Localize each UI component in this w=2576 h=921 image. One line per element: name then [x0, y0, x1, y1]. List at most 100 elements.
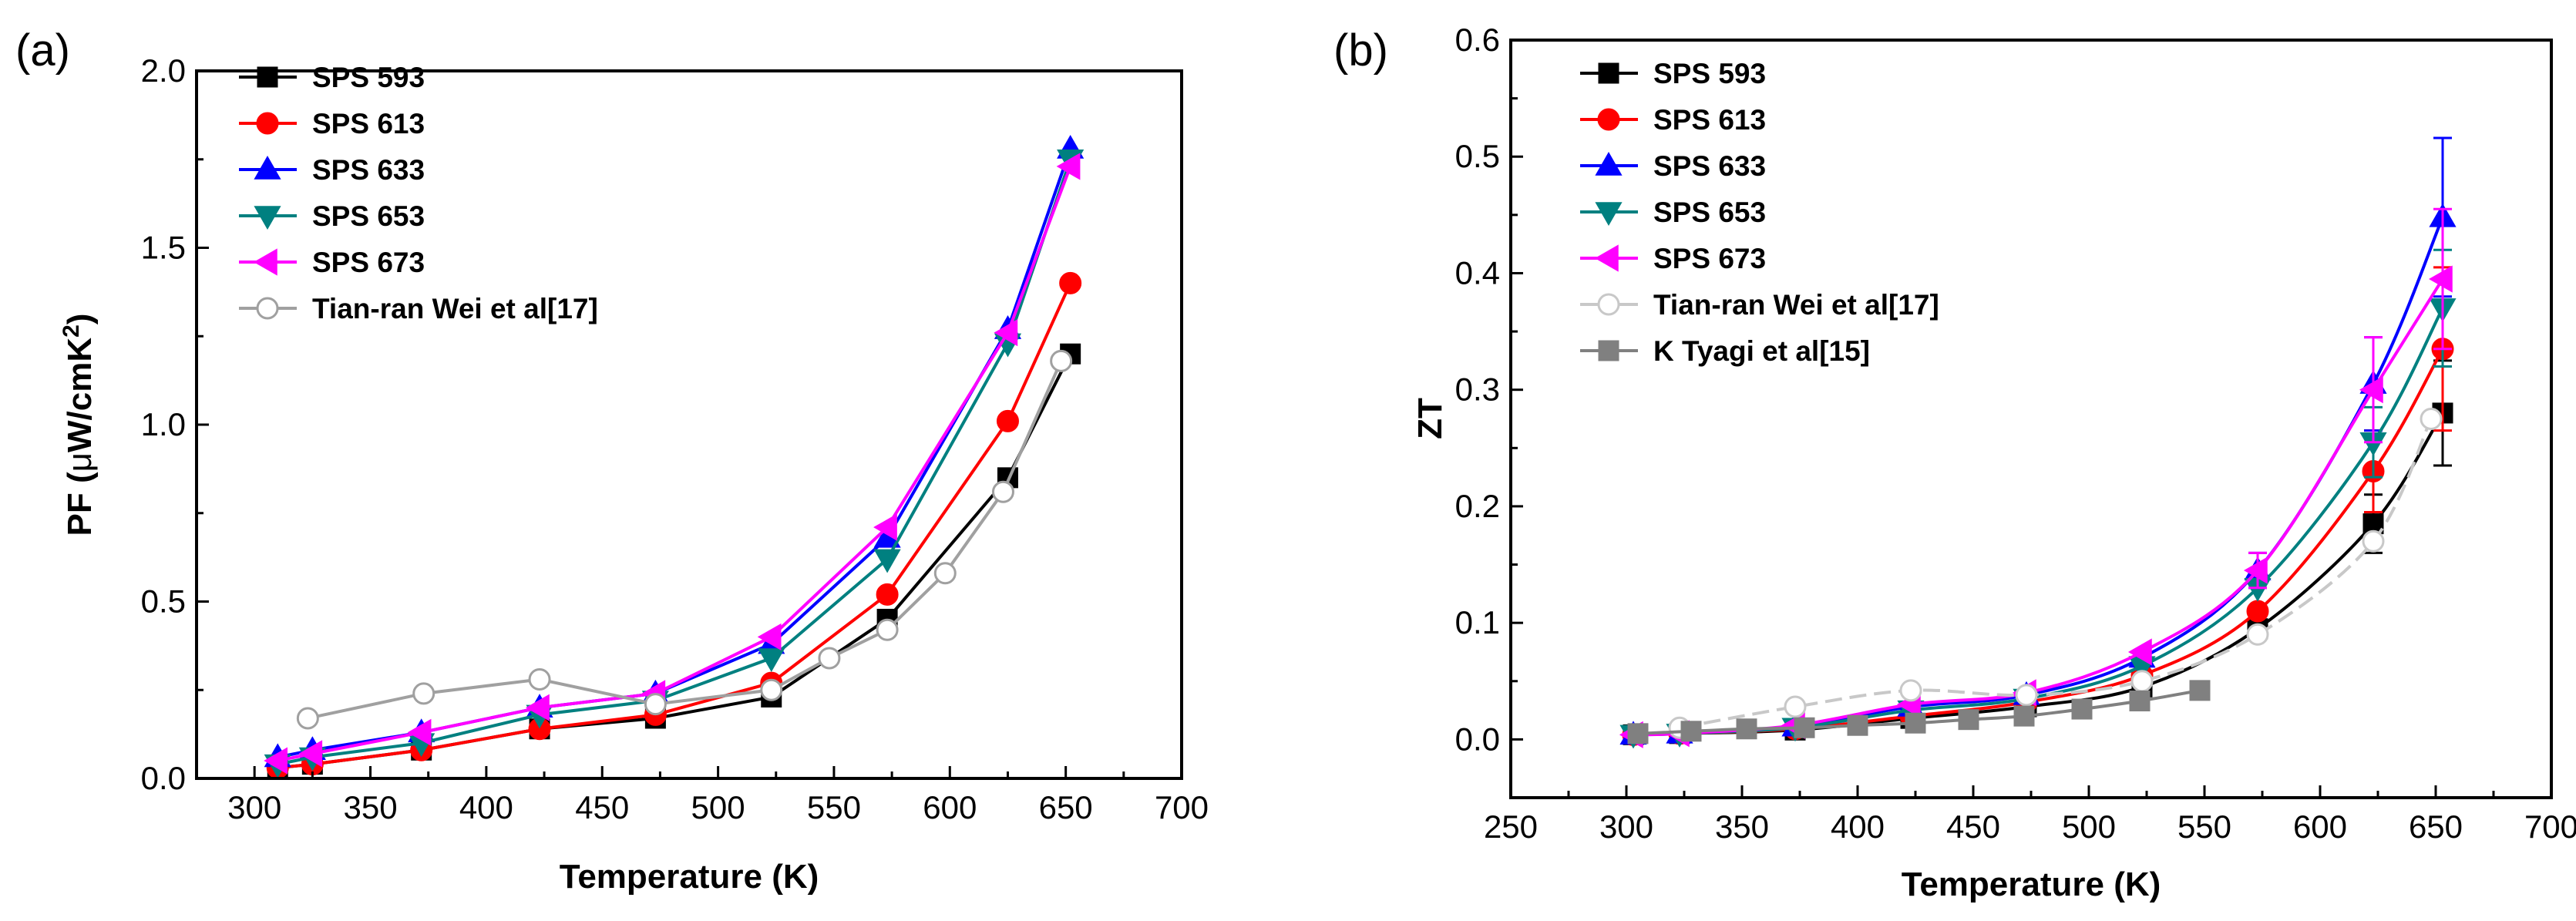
data-point — [2359, 376, 2383, 404]
x-axis-ticks-a: 300 350 400 450 500 550 600 650 700 — [227, 766, 1209, 825]
data-point — [644, 693, 667, 716]
legend-item: SPS 633 — [239, 154, 425, 186]
legend-marker — [256, 112, 279, 135]
data-point — [2362, 529, 2385, 553]
y-tick-label: 0.3 — [1455, 371, 1500, 408]
legend-label: SPS 673 — [1653, 243, 1766, 274]
y-tick-label: 0.6 — [1455, 22, 1500, 58]
data-point — [526, 694, 550, 721]
y-tick-label: 1.0 — [141, 406, 186, 442]
data-point — [298, 740, 323, 768]
data-point — [2189, 680, 2211, 701]
legend-b: SPS 593 SPS 613 SPS 633 SPS 653 SPS 673 Tian-… — [1580, 58, 1939, 367]
legend-item: SPS 673 — [1580, 243, 1766, 274]
legend-label: SPS 593 — [1653, 58, 1766, 89]
x-tick-label: 550 — [807, 789, 861, 825]
y-tick-label: 2.0 — [141, 52, 186, 89]
y-axis-title-a: PF (μW/cmK2) — [59, 314, 99, 536]
legend-item: SPS 653 — [1580, 197, 1766, 228]
y-tick-label: 1.5 — [141, 230, 186, 266]
legend-marker — [1597, 293, 1620, 316]
data-point — [1050, 349, 1073, 372]
legend-label: SPS 653 — [312, 200, 425, 232]
legend-label: SPS 653 — [1653, 197, 1766, 228]
data-point — [1736, 718, 1757, 740]
data-point — [1784, 695, 1807, 718]
series-1 — [267, 343, 1081, 778]
data-point — [1680, 721, 1702, 742]
data-point — [2246, 600, 2269, 623]
y-tick-label: 0.0 — [141, 760, 186, 796]
y-tick-label: 0.5 — [141, 583, 186, 620]
data-point — [876, 618, 899, 641]
legend-item: SPS 613 — [1580, 104, 1766, 136]
legend-marker — [254, 206, 281, 230]
data-point — [2013, 705, 2035, 727]
legend-marker — [254, 155, 281, 180]
legend-marker — [256, 297, 279, 320]
legend-label: Tian-ran Wei et al[17] — [312, 293, 598, 324]
data-point — [412, 682, 435, 705]
series-1 — [1623, 359, 2453, 745]
legend-label: SPS 673 — [312, 247, 425, 278]
data-point — [2246, 623, 2269, 646]
y-axis-title-b: ZT — [1411, 398, 1449, 439]
data-point — [2130, 670, 2154, 693]
data-point — [1905, 712, 1926, 734]
legend-marker — [1597, 108, 1620, 131]
x-tick-label: 700 — [1155, 789, 1209, 825]
data-point — [2129, 690, 2151, 711]
legend-marker — [253, 248, 277, 276]
legend-marker — [1598, 62, 1619, 84]
legend-item: SPS 593 — [1580, 58, 1766, 89]
x-tick-label: 250 — [1484, 808, 1538, 845]
x-tick-label: 650 — [1039, 789, 1093, 825]
series-line — [1679, 418, 2433, 730]
x-tick-label: 300 — [1599, 808, 1653, 845]
series-line — [1633, 412, 2444, 737]
panel-b-label: (b) — [1333, 25, 1388, 76]
data-point — [2428, 265, 2453, 293]
series-line — [307, 360, 1063, 720]
x-tick-label: 500 — [2062, 808, 2116, 845]
legend-a: SPS 593 SPS 613 SPS 633 SPS 653 SPS 673 Tian-… — [239, 62, 598, 324]
data-point — [758, 648, 785, 672]
data-point — [407, 718, 432, 746]
y-axis-ticks-a: 0.0 0.5 1.0 1.5 2.0 — [141, 52, 209, 796]
x-tick-label: 450 — [1946, 808, 2000, 845]
x-tick-label: 700 — [2524, 808, 2576, 845]
series-line — [1633, 348, 2444, 737]
data-point — [1899, 679, 1922, 702]
data-point — [991, 480, 1014, 503]
data-point — [876, 583, 899, 606]
x-tick-label: 350 — [1715, 808, 1769, 845]
data-point — [873, 513, 897, 541]
panel-a-label: (a) — [15, 25, 70, 76]
x-tick-label: 350 — [343, 789, 397, 825]
y-tick-label: 0.1 — [1455, 604, 1500, 640]
legend-label: SPS 613 — [312, 108, 425, 139]
series-line — [277, 148, 1072, 759]
x-tick-label: 500 — [691, 789, 745, 825]
legend-marker — [1594, 244, 1619, 272]
x-tick-label: 450 — [575, 789, 629, 825]
chart-panel-a: (a) 300 350 400 450 500 550 600 650 700 0.0 0.5 1.… — [15, 25, 1209, 896]
legend-label: SPS 633 — [312, 154, 425, 186]
series-6 — [296, 349, 1073, 730]
legend-item: Tian-ran Wei et al[17] — [239, 293, 598, 324]
series-line — [1633, 307, 2444, 737]
legend-item: SPS 613 — [239, 108, 425, 139]
series-3 — [1619, 136, 2457, 745]
data-point — [2015, 684, 2038, 707]
legend-marker — [1595, 202, 1623, 227]
data-point — [264, 747, 288, 775]
data-point — [1056, 153, 1081, 180]
data-point — [933, 562, 957, 585]
data-point — [996, 409, 1019, 432]
legend-marker — [1598, 340, 1619, 361]
data-point — [1958, 709, 1979, 731]
y-tick-label: 0.4 — [1455, 254, 1500, 291]
legend-label: SPS 593 — [312, 62, 425, 93]
x-axis-title-b: Temperature (K) — [1902, 866, 2161, 903]
